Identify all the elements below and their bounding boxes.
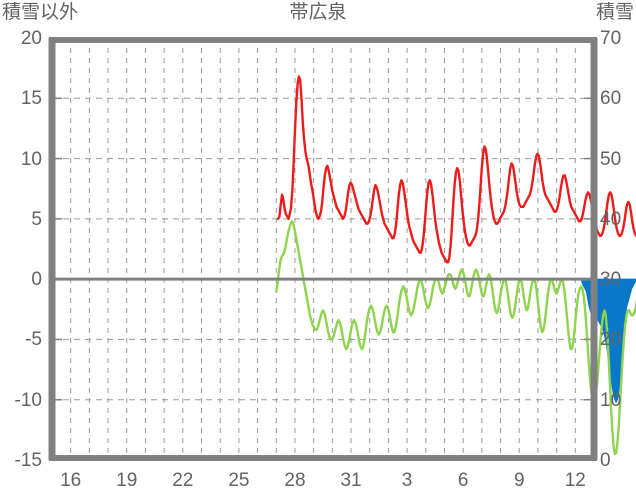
left-axis-title: 積雪以外 [2,2,79,23]
y-axis-right-label: 60 [600,88,622,110]
y-axis-left-label: -5 [25,329,42,351]
x-axis-label: 9 [513,470,525,491]
y-axis-right-label: 30 [600,269,622,291]
y-axis-left-label: -15 [14,450,42,471]
gridlines [52,38,594,460]
y-axis-left-label: 5 [31,208,42,230]
x-axis-label: 16 [60,470,82,491]
y-axis-right-label: 70 [600,28,622,49]
y-axis-left-label: 10 [20,148,42,170]
y-axis-left-label: -10 [14,389,42,411]
y-axis-right-label: 50 [600,148,622,170]
y-axis-left-label: 20 [20,28,42,49]
x-axis-label: 19 [116,470,138,491]
chart-title: 帯広泉 [289,2,347,23]
x-axis-label: 12 [564,470,586,491]
x-axis-label: 28 [284,470,306,491]
series-line-green [275,220,636,456]
y-axis-right-label: 20 [600,329,622,351]
x-axis-label: 6 [457,470,469,491]
y-axis-left-label: 0 [31,269,42,291]
x-axis-label: 31 [340,470,362,491]
series-line-red [276,75,636,264]
plot-background [52,38,594,460]
y-axis-right-label: 40 [600,208,622,230]
x-axis-label: 3 [401,470,413,491]
axis-frame [48,37,598,461]
y-axis-right-label: 0 [600,450,611,471]
x-axis-label: 25 [228,470,250,491]
x-axis-label: 22 [172,470,194,491]
right-axis-title: 積雪 [595,2,634,23]
y-axis-left-label: 15 [20,88,42,110]
y-axis-right-label: 10 [600,389,622,411]
